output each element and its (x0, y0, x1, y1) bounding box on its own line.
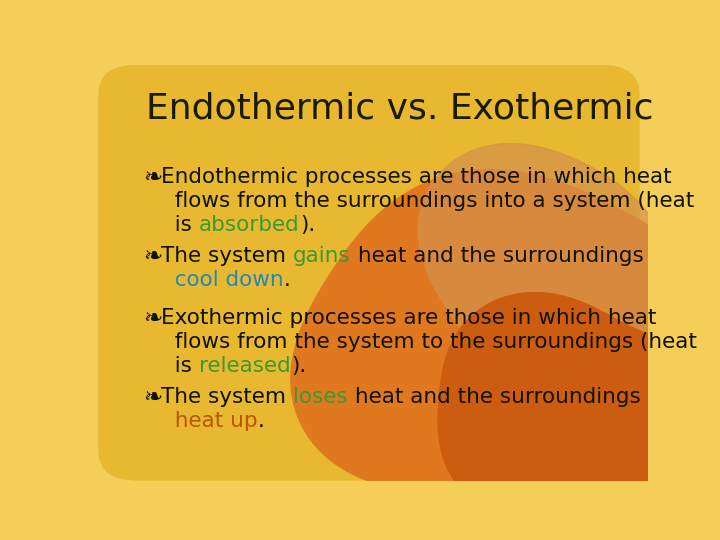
Text: heat and the surroundings: heat and the surroundings (351, 246, 644, 266)
Text: flows from the system to the surroundings (heat: flows from the system to the surrounding… (161, 332, 697, 352)
Text: absorbed: absorbed (199, 215, 300, 235)
Text: released: released (199, 356, 291, 376)
Text: The system: The system (161, 387, 293, 407)
Text: Endothermic vs. Exothermic: Endothermic vs. Exothermic (145, 91, 653, 125)
Text: flows from the surroundings into a system (heat: flows from the surroundings into a syste… (161, 191, 695, 211)
Text: is: is (161, 215, 199, 235)
Text: gains: gains (293, 246, 351, 266)
Polygon shape (291, 170, 720, 505)
Text: ❧: ❧ (143, 246, 162, 269)
Text: .: . (258, 411, 265, 431)
Polygon shape (418, 144, 674, 388)
Text: ❧: ❧ (143, 387, 162, 410)
Text: is: is (161, 356, 199, 376)
Text: loses: loses (293, 387, 348, 407)
Text: .: . (284, 270, 291, 290)
Text: heat up: heat up (161, 411, 258, 431)
Text: ❧: ❧ (143, 308, 162, 331)
Text: Endothermic processes are those in which heat: Endothermic processes are those in which… (161, 167, 672, 187)
Text: Exothermic processes are those in which heat: Exothermic processes are those in which … (161, 308, 657, 328)
FancyBboxPatch shape (99, 65, 639, 481)
Text: cool down: cool down (161, 270, 284, 290)
Text: heat and the surroundings: heat and the surroundings (348, 387, 641, 407)
Text: ).: ). (300, 215, 315, 235)
Polygon shape (438, 293, 720, 534)
Text: ❧: ❧ (143, 167, 162, 190)
Text: ).: ). (291, 356, 306, 376)
Text: The system: The system (161, 246, 293, 266)
